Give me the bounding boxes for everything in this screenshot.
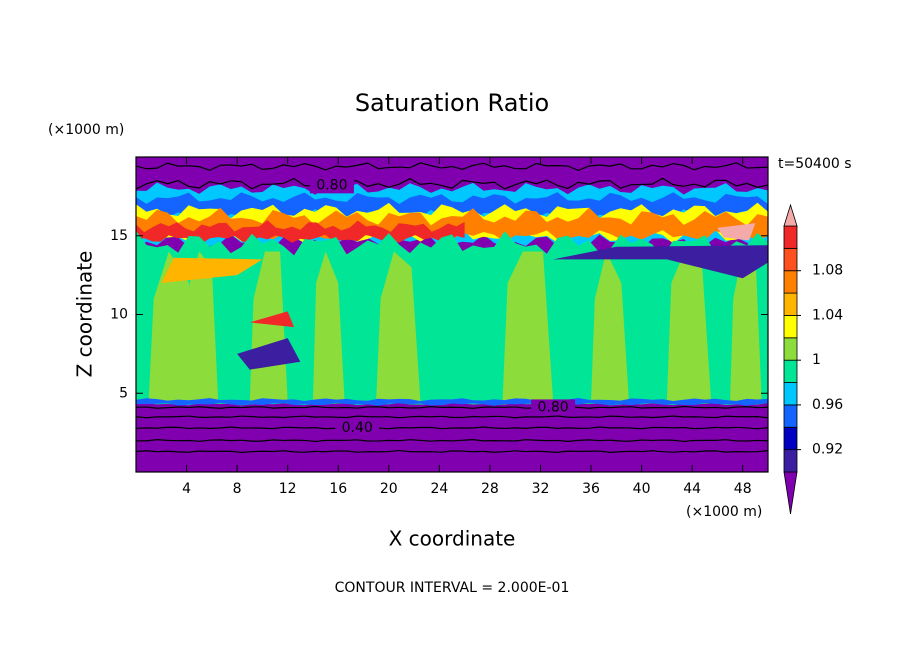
colorbar: 0.92 0.96 1 1.04 1.08: [783, 203, 843, 515]
x-axis-label: X coordinate: [389, 527, 516, 551]
field-plume: [376, 251, 421, 402]
field-patch: [161, 257, 263, 283]
contour-line: [136, 415, 768, 419]
contour-line: [136, 162, 768, 172]
x-tick-label: 8: [233, 481, 242, 497]
colorbar-segment: [783, 225, 798, 249]
field-region: [136, 398, 768, 406]
contour-label-bg: [531, 399, 576, 416]
field-plume: [666, 251, 712, 402]
colorbar-tick-label: 1.04: [812, 307, 843, 323]
colorbar-segment: [783, 315, 798, 339]
y-tick-label: 5: [119, 385, 128, 401]
x-tick-label: 12: [279, 481, 297, 497]
colorbar-segment: [783, 247, 798, 272]
x-tick-label: 20: [380, 481, 398, 497]
contour-label-bg: [309, 177, 354, 194]
colorbar-over: [783, 203, 798, 227]
x-tick-label: 28: [481, 481, 499, 497]
colorbar-tick-label: 0.96: [812, 397, 843, 413]
contour-field: 0.80 0.40 0.80: [136, 157, 768, 472]
field-plume: [148, 251, 200, 402]
y-unit-label: (×1000 m): [48, 122, 124, 138]
field-region: [136, 220, 465, 244]
x-tick-label: 4: [182, 481, 191, 497]
colorbar-tick-label: 1: [812, 352, 821, 368]
colorbar-under: [783, 471, 798, 515]
colorbar-tick-label: 0.92: [812, 442, 843, 458]
contour-line: [136, 439, 768, 443]
contour-label: 0.80: [538, 399, 569, 415]
x-tick-label: 24: [430, 481, 448, 497]
contour-label: 0.40: [342, 420, 373, 436]
contour-line: [136, 449, 768, 454]
colorbar-segment: [783, 292, 798, 316]
contour-label-bg: [335, 419, 380, 436]
colorbar-tick-label: 1.08: [812, 263, 843, 279]
colorbar-segment: [783, 337, 798, 361]
time-label: t=50400 s: [778, 156, 852, 172]
x-tick-label: 40: [633, 481, 651, 497]
x-tick-label: 32: [532, 481, 550, 497]
contour-label: 0.80: [316, 177, 347, 193]
field-plume: [730, 251, 762, 402]
field-patch: [553, 245, 768, 279]
x-tick-label: 48: [734, 481, 752, 497]
footer: CONTOUR INTERVAL = 2.000E-01: [335, 580, 570, 596]
field-patch: [237, 338, 301, 370]
x-tick-label: 16: [329, 481, 347, 497]
field-plume: [312, 251, 345, 402]
field-patch: [249, 311, 294, 328]
chart-title: Saturation Ratio: [355, 89, 549, 117]
colorbar-segment: [783, 449, 798, 473]
x-tick-label: 36: [582, 481, 600, 497]
colorbar-segment: [783, 382, 798, 406]
x-unit-label: (×1000 m): [686, 504, 762, 520]
colorbar-segment: [783, 270, 798, 294]
contour-line: [136, 177, 768, 190]
colorbar-segment: [783, 404, 798, 428]
contour-line: [136, 405, 768, 409]
colorbar-segment: [783, 359, 798, 383]
contour-line: [136, 426, 768, 430]
field-region: [136, 207, 768, 242]
field-plume: [186, 251, 219, 402]
colorbar-segment: [783, 426, 798, 451]
y-tick-label: 15: [110, 228, 128, 244]
field-plume: [502, 251, 554, 402]
field-plume: [591, 251, 629, 402]
y-axis-label: Z coordinate: [73, 251, 97, 378]
x-tick-label: 44: [683, 481, 701, 497]
y-tick-label: 10: [110, 307, 128, 323]
field-patch: [717, 223, 756, 241]
